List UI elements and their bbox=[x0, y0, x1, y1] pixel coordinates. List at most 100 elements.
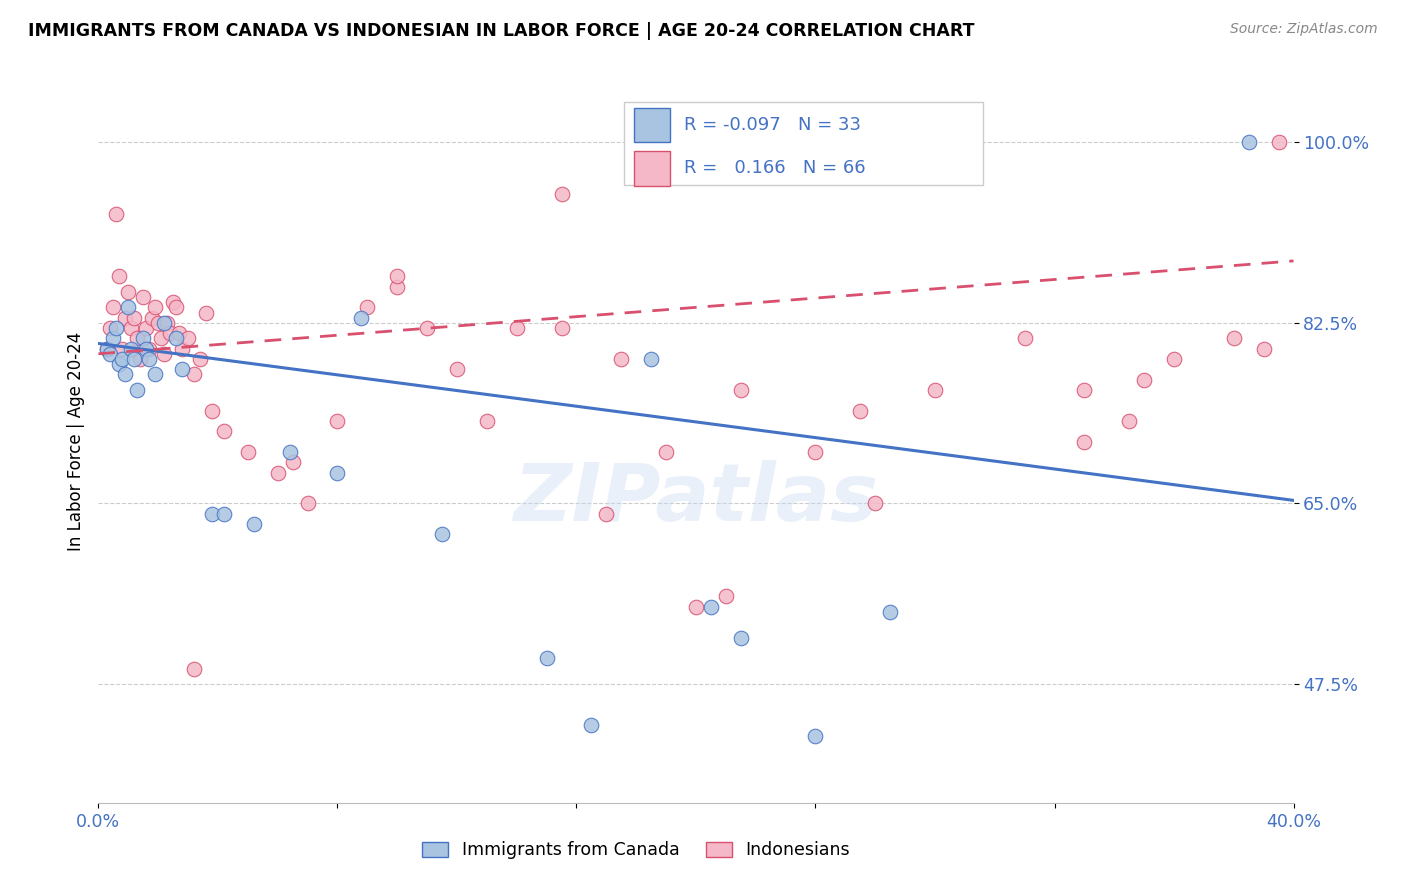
Point bbox=[172, 362, 194, 376]
Point bbox=[105, 207, 128, 221]
Point bbox=[1237, 135, 1260, 149]
Point bbox=[153, 347, 176, 361]
Point bbox=[610, 351, 633, 366]
Point bbox=[188, 351, 211, 366]
Point bbox=[183, 662, 205, 676]
Point bbox=[177, 331, 200, 345]
Point bbox=[103, 301, 125, 315]
Point bbox=[1133, 373, 1156, 387]
Point bbox=[135, 321, 157, 335]
Point bbox=[924, 383, 946, 397]
Point bbox=[865, 496, 887, 510]
Point bbox=[1073, 383, 1095, 397]
Point bbox=[159, 326, 181, 341]
Point bbox=[655, 445, 678, 459]
Point bbox=[150, 331, 173, 345]
Point bbox=[135, 342, 157, 356]
Point bbox=[1073, 434, 1095, 449]
Point bbox=[416, 321, 439, 335]
Point bbox=[1118, 414, 1140, 428]
Point bbox=[326, 414, 349, 428]
Point bbox=[108, 269, 131, 284]
Text: R = -0.097   N = 33: R = -0.097 N = 33 bbox=[685, 116, 860, 134]
Point bbox=[129, 351, 152, 366]
Point bbox=[127, 383, 149, 397]
Point bbox=[124, 310, 146, 325]
Point bbox=[879, 605, 901, 619]
Point bbox=[356, 301, 378, 315]
Point bbox=[201, 507, 224, 521]
Point bbox=[117, 301, 139, 315]
Point bbox=[96, 342, 118, 356]
Point bbox=[162, 295, 184, 310]
Point bbox=[1014, 331, 1036, 345]
FancyBboxPatch shape bbox=[624, 102, 983, 185]
Point bbox=[143, 368, 166, 382]
Point bbox=[700, 599, 723, 614]
Point bbox=[536, 651, 558, 665]
Text: R =   0.166   N = 66: R = 0.166 N = 66 bbox=[685, 160, 866, 178]
Point bbox=[1267, 135, 1289, 149]
Point bbox=[506, 321, 529, 335]
Y-axis label: In Labor Force | Age 20-24: In Labor Force | Age 20-24 bbox=[66, 332, 84, 551]
Point bbox=[326, 466, 349, 480]
Point bbox=[156, 316, 179, 330]
FancyBboxPatch shape bbox=[634, 108, 669, 143]
Point bbox=[138, 351, 160, 366]
Point bbox=[111, 351, 134, 366]
Point bbox=[120, 321, 142, 335]
Point bbox=[278, 445, 301, 459]
Point bbox=[111, 342, 134, 356]
Point bbox=[108, 357, 131, 371]
Point bbox=[143, 301, 166, 315]
Point bbox=[446, 362, 468, 376]
Point bbox=[132, 290, 155, 304]
Point bbox=[1253, 342, 1275, 356]
Point bbox=[267, 466, 290, 480]
Point bbox=[475, 414, 498, 428]
Point bbox=[804, 729, 827, 743]
Point bbox=[297, 496, 319, 510]
Point bbox=[201, 403, 224, 417]
Point bbox=[167, 326, 190, 341]
Point bbox=[165, 331, 187, 345]
Point bbox=[685, 599, 707, 614]
Point bbox=[183, 368, 205, 382]
Point bbox=[804, 445, 827, 459]
Point bbox=[124, 351, 146, 366]
Point bbox=[165, 301, 187, 315]
Point bbox=[350, 310, 373, 325]
Point bbox=[385, 279, 409, 293]
Point bbox=[385, 269, 409, 284]
Point bbox=[236, 445, 259, 459]
Point bbox=[1163, 351, 1185, 366]
Point bbox=[730, 383, 752, 397]
Text: Source: ZipAtlas.com: Source: ZipAtlas.com bbox=[1230, 22, 1378, 37]
Legend: Immigrants from Canada, Indonesians: Immigrants from Canada, Indonesians bbox=[415, 835, 858, 866]
Text: IMMIGRANTS FROM CANADA VS INDONESIAN IN LABOR FORCE | AGE 20-24 CORRELATION CHAR: IMMIGRANTS FROM CANADA VS INDONESIAN IN … bbox=[28, 22, 974, 40]
Point bbox=[550, 186, 572, 201]
Point bbox=[117, 285, 139, 299]
Point bbox=[243, 517, 266, 532]
Point bbox=[127, 331, 149, 345]
Point bbox=[595, 507, 617, 521]
Point bbox=[96, 342, 118, 356]
Point bbox=[714, 590, 737, 604]
Point bbox=[98, 347, 122, 361]
FancyBboxPatch shape bbox=[634, 151, 669, 186]
Point bbox=[114, 368, 136, 382]
Point bbox=[1223, 331, 1246, 345]
Point bbox=[581, 718, 603, 732]
Point bbox=[153, 316, 176, 330]
Point bbox=[138, 342, 160, 356]
Point bbox=[730, 631, 752, 645]
Point bbox=[120, 342, 142, 356]
Point bbox=[195, 305, 218, 319]
Point bbox=[103, 331, 125, 345]
Point bbox=[132, 331, 155, 345]
Point bbox=[281, 455, 304, 469]
Point bbox=[172, 342, 194, 356]
Point bbox=[212, 507, 235, 521]
Point bbox=[849, 403, 872, 417]
Point bbox=[212, 424, 235, 438]
